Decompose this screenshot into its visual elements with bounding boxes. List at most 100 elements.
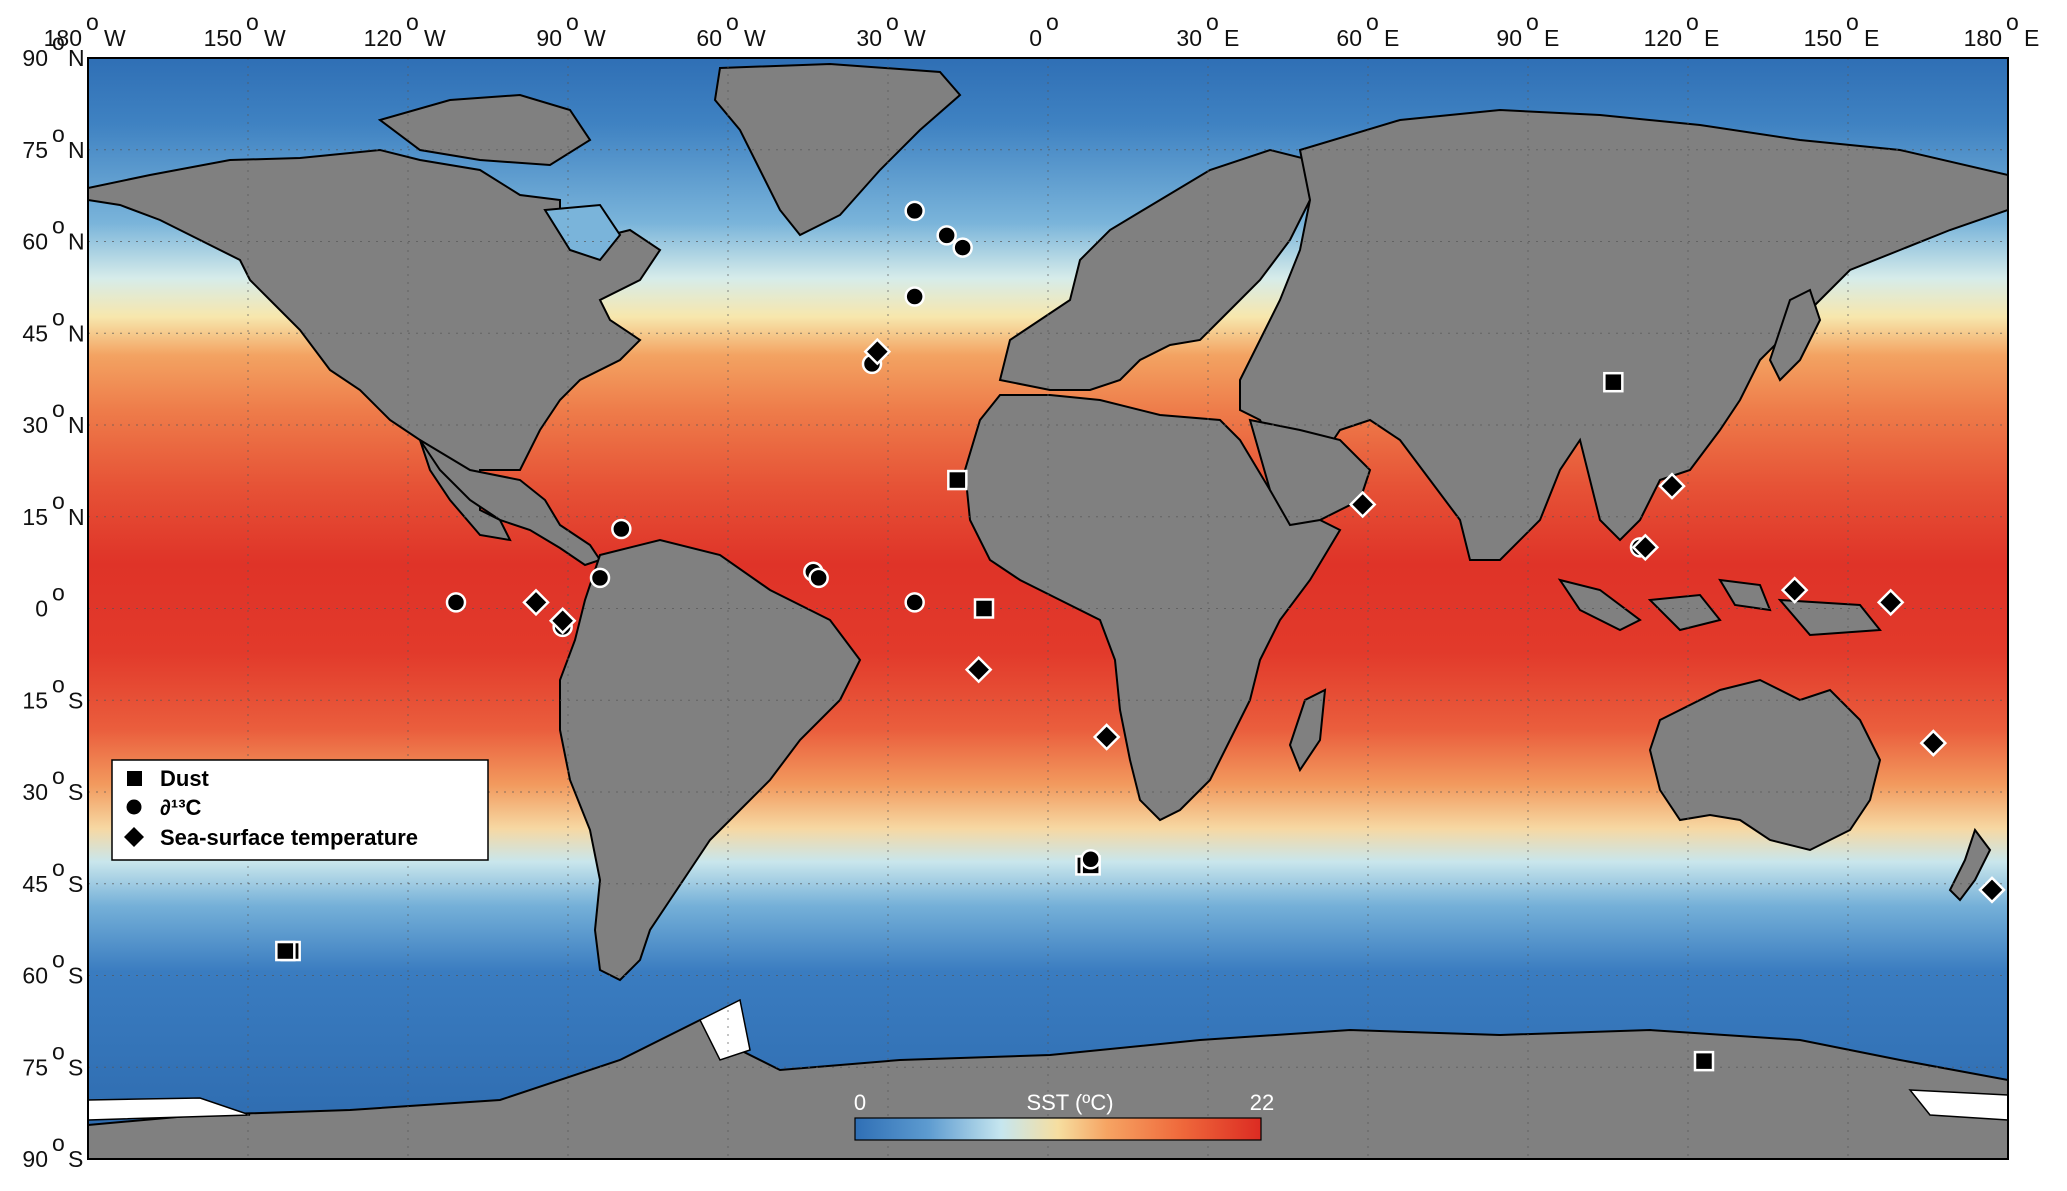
latitude-degree-text: 45 <box>22 320 48 346</box>
d13c-site-marker <box>904 286 925 307</box>
d13c-site-marker <box>808 567 829 589</box>
sst-site-marker <box>1658 472 1686 500</box>
latitude-degree-text: 0 <box>35 596 48 622</box>
longitude-degree-text: 60 <box>696 25 722 51</box>
longitude-degree-text: 180 <box>44 25 82 51</box>
d13c-site-marker <box>952 237 973 258</box>
sst-site-marker <box>964 655 993 684</box>
longitude-dir-text: E <box>1384 25 1399 51</box>
latitude-degree-text: 15 <box>22 687 48 713</box>
latitude-dir-text: S <box>68 1054 83 1080</box>
latitude-dir-text: S <box>68 779 83 805</box>
longitude-dir-text: E <box>1864 25 1879 51</box>
degree-mark: o <box>246 9 259 35</box>
latitude-dir-text: S <box>68 1146 83 1172</box>
land-australia <box>1648 678 1882 852</box>
dust-site-marker <box>275 940 296 962</box>
d13c-site-marker <box>1080 849 1101 870</box>
degree-mark: o <box>52 488 65 514</box>
degree-mark: o <box>86 9 99 35</box>
d13c-site-marker <box>904 592 925 613</box>
sst-site-marker <box>1919 729 1948 757</box>
longitude-label: 0o <box>1029 9 1059 51</box>
d13c-site-marker <box>611 518 632 540</box>
land-japan <box>1768 288 1822 382</box>
colorbar-min-label: 0 <box>854 1090 866 1115</box>
longitude-degree-text: 180 <box>1964 25 2002 51</box>
longitude-dir-text: W <box>744 25 766 51</box>
latitude-dir-text: N <box>68 412 85 438</box>
colorbar: 0 SST (ºC) 22 <box>854 1090 1274 1141</box>
latitude-label: 0o <box>35 580 65 622</box>
latitude-dir-text: N <box>68 320 85 346</box>
latitude-degree-text: 60 <box>22 963 48 989</box>
degree-mark: o <box>52 213 65 239</box>
land-central-america <box>419 439 602 567</box>
longitude-dir-text: E <box>1704 25 1719 51</box>
degree-mark: o <box>1366 9 1379 35</box>
degree-mark: o <box>1686 9 1699 35</box>
longitude-dir-text: W <box>264 25 286 51</box>
latitude-dir-text: N <box>68 229 85 255</box>
latitude-dir-text: N <box>68 45 85 71</box>
degree-mark: o <box>406 9 419 35</box>
sst-site-marker <box>1978 876 2006 904</box>
degree-mark: o <box>52 121 65 147</box>
sst-site-marker <box>522 588 550 617</box>
d13c-site-marker <box>904 200 925 222</box>
ice-shelf-east <box>1908 1089 2008 1121</box>
proxy-site-markers <box>275 200 2006 1072</box>
land-greenland <box>713 62 962 237</box>
latitude-axis-labels: 90oN75oN60oN45oN30oN15oN0o15oS30oS45oS60… <box>22 29 84 1172</box>
ice-shelf-ross <box>88 1097 251 1121</box>
ice-shelf-weddell <box>698 998 751 1061</box>
d13c-site-marker <box>936 225 957 246</box>
degree-mark: o <box>1846 9 1859 35</box>
latitude-degree-text: 60 <box>22 229 48 255</box>
degree-mark: o <box>52 304 65 330</box>
hudson-bay <box>543 203 622 262</box>
sst-site-marker <box>548 606 577 635</box>
longitude-dir-text: E <box>2024 25 2039 51</box>
degree-mark: o <box>52 763 65 789</box>
degree-mark: o <box>52 1038 65 1064</box>
longitude-degree-text: 30 <box>1176 25 1202 51</box>
latitude-dir-text: S <box>68 963 83 989</box>
longitude-dir-text: E <box>1544 25 1559 51</box>
degree-mark: o <box>52 671 65 697</box>
longitude-dir-text: W <box>424 25 446 51</box>
longitude-degree-text: 150 <box>204 25 242 51</box>
degree-mark: o <box>52 29 65 55</box>
dust-site-marker <box>973 598 995 619</box>
degree-mark: o <box>2006 9 2019 35</box>
landmasses <box>88 62 2008 1159</box>
longitude-dir-text: W <box>584 25 606 51</box>
longitude-degree-text: 30 <box>856 25 882 51</box>
latitude-degree-text: 75 <box>22 1054 48 1080</box>
degree-mark: o <box>886 9 899 35</box>
land-indonesia <box>1557 578 1882 637</box>
degree-mark: o <box>52 580 65 606</box>
longitude-dir-text: E <box>1224 25 1239 51</box>
latitude-degree-text: 90 <box>22 1146 48 1172</box>
longitude-degree-text: 120 <box>1644 25 1682 51</box>
longitude-degree-text: 150 <box>1804 25 1842 51</box>
